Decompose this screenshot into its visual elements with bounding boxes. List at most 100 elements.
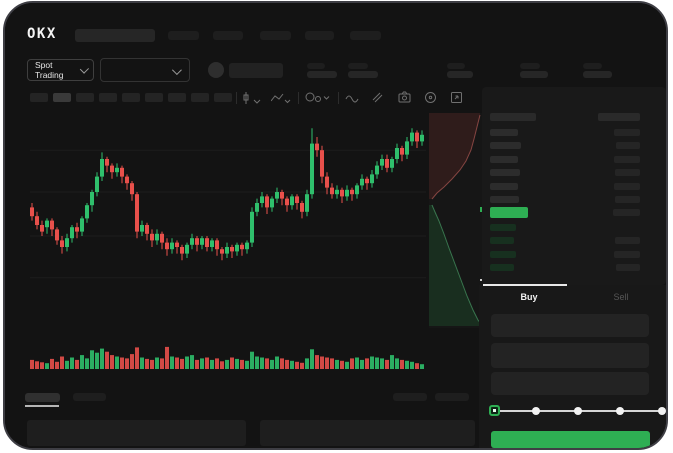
- price-input[interactable]: [491, 314, 649, 337]
- candle-body: [70, 227, 74, 239]
- nav-item-placeholder[interactable]: [305, 31, 334, 40]
- candle-body: [290, 196, 294, 206]
- candlestick-chart[interactable]: [30, 115, 426, 335]
- volume-bar: [140, 357, 144, 369]
- bottom-tab-placeholder[interactable]: [73, 393, 106, 401]
- pair-dropdown[interactable]: [100, 58, 190, 82]
- volume-bar: [120, 357, 124, 369]
- candle-body: [130, 183, 134, 195]
- camera-icon[interactable]: [398, 91, 411, 103]
- bottom-action-placeholder[interactable]: [393, 393, 427, 401]
- timeframe-button[interactable]: [214, 93, 232, 102]
- device-frame: OKX Spot Trading: [3, 1, 668, 450]
- slider-stop[interactable]: [574, 407, 582, 415]
- candle-body: [385, 159, 389, 168]
- volume-bar: [300, 362, 304, 369]
- tab-buy[interactable]: Buy: [520, 292, 538, 302]
- volume-bar: [135, 347, 139, 369]
- candle-body: [60, 240, 64, 247]
- volume-bar: [225, 359, 229, 369]
- timeframe-button[interactable]: [53, 93, 71, 102]
- volume-bar: [330, 358, 334, 369]
- buy-submit-button[interactable]: [491, 431, 650, 448]
- candle-body: [50, 220, 54, 230]
- candle-body: [215, 240, 219, 250]
- compare-icon[interactable]: [371, 91, 384, 104]
- candle-body: [135, 194, 139, 232]
- volume-bar: [335, 359, 339, 369]
- volume-bar: [255, 356, 259, 369]
- slider-handle[interactable]: [489, 405, 500, 416]
- candle-body: [330, 187, 334, 195]
- volume-bar: [235, 358, 239, 369]
- timeframe-button[interactable]: [30, 93, 48, 102]
- nav-item-placeholder[interactable]: [260, 31, 291, 40]
- timeframe-button[interactable]: [145, 93, 163, 102]
- line-type-icon[interactable]: [271, 92, 291, 104]
- nav-item-placeholder[interactable]: [213, 31, 243, 40]
- stat-value-placeholder: [447, 71, 473, 78]
- fullscreen-icon[interactable]: [450, 91, 463, 104]
- market-mode-selector[interactable]: Spot Trading: [27, 59, 94, 81]
- volume-bar: [215, 358, 219, 369]
- candle-body: [100, 159, 104, 177]
- ask-price-bar: [490, 182, 518, 190]
- candle-body: [345, 189, 349, 197]
- stat-label-placeholder: [520, 63, 540, 69]
- indicators-icon[interactable]: [305, 91, 331, 104]
- total-input[interactable]: [491, 372, 649, 395]
- ask-depth-area: [429, 113, 480, 199]
- candle-body: [155, 233, 159, 241]
- volume-bar: [380, 358, 384, 369]
- candle-body: [160, 233, 164, 243]
- volume-bar: [205, 357, 209, 369]
- slider-stop[interactable]: [658, 407, 666, 415]
- candle-body: [270, 198, 274, 208]
- depth-chart[interactable]: [429, 113, 485, 328]
- bottom-action-placeholder[interactable]: [435, 393, 469, 401]
- ask-price-bar: [490, 129, 518, 136]
- volume-bar: [90, 350, 94, 369]
- slider-stop[interactable]: [532, 407, 540, 415]
- candle-body: [370, 174, 374, 184]
- logo-side-placeholder: [75, 29, 155, 42]
- timeframe-button[interactable]: [99, 93, 117, 102]
- volume-bar: [80, 355, 84, 369]
- okx-logo[interactable]: OKX: [27, 26, 57, 42]
- volume-bar: [350, 358, 354, 369]
- volume-bar: [375, 357, 379, 369]
- candle-body: [405, 141, 409, 155]
- nav-item-placeholder[interactable]: [168, 31, 199, 40]
- candle-body: [275, 192, 279, 199]
- candle-body: [30, 207, 34, 217]
- ask-amount-bar: [615, 196, 640, 203]
- volume-bar: [100, 348, 104, 369]
- alert-icon[interactable]: [424, 91, 437, 104]
- orderbook-panel[interactable]: [482, 87, 666, 285]
- candle-type-icon[interactable]: [243, 92, 263, 104]
- candle-body: [365, 178, 369, 184]
- volume-bar: [405, 360, 409, 369]
- slider-stop[interactable]: [616, 407, 624, 415]
- tab-sell[interactable]: Sell: [613, 292, 629, 302]
- candle-body: [280, 192, 284, 199]
- nav-item-placeholder[interactable]: [350, 31, 381, 40]
- volume-bar: [410, 361, 414, 369]
- timeframe-button[interactable]: [168, 93, 186, 102]
- timeframe-button[interactable]: [191, 93, 209, 102]
- candle-body: [40, 225, 44, 232]
- bottom-tab-active-placeholder[interactable]: [25, 393, 60, 402]
- candle-body: [325, 176, 329, 188]
- volume-bar: [185, 356, 189, 369]
- volume-bar: [125, 358, 129, 369]
- bid-amount-bar: [615, 237, 640, 245]
- volume-bar: [355, 357, 359, 369]
- amount-input[interactable]: [491, 343, 649, 368]
- timeframe-button[interactable]: [76, 93, 94, 102]
- ask-price-bar: [490, 142, 521, 150]
- volume-chart[interactable]: [30, 341, 426, 369]
- chevron-down-icon: [171, 65, 182, 76]
- wave-tool-icon[interactable]: [345, 93, 359, 103]
- timeframe-button[interactable]: [122, 93, 140, 102]
- last-price-badge: [490, 207, 528, 218]
